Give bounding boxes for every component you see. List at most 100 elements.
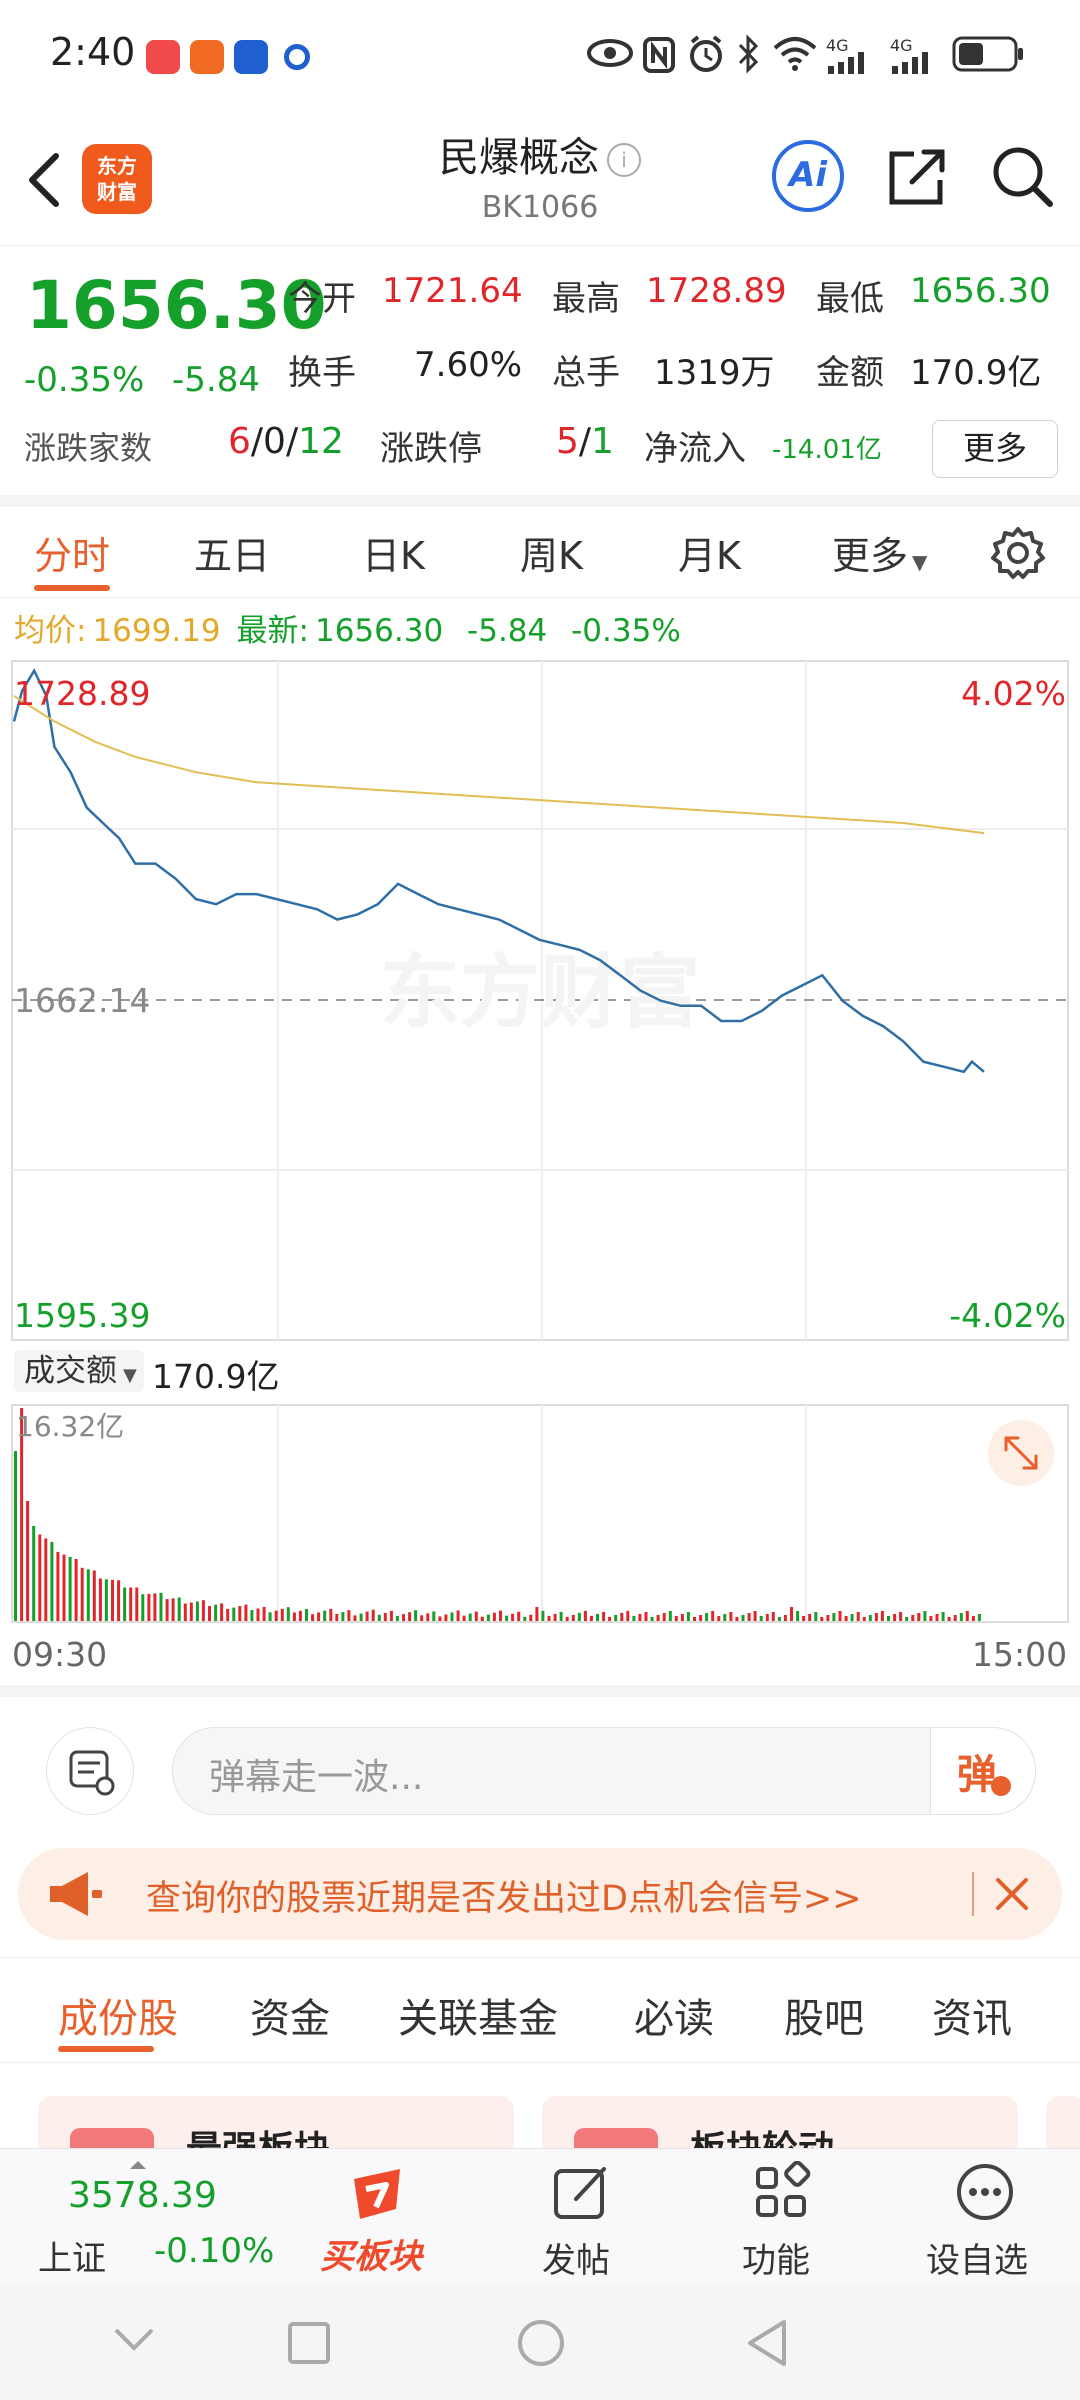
volume-bar [753,1611,757,1621]
buy-sector-button[interactable]: 买板块 [300,2149,460,2287]
app-logo[interactable]: 东方 财富 [82,144,152,214]
volume-bar [917,1613,921,1621]
more-quote-button[interactable]: 更多 [932,420,1058,478]
grid-apps-icon [756,2161,811,2217]
ai-assistant-button[interactable]: Ai [772,140,844,212]
network-type: 4G [826,36,849,55]
volume-bar [195,1601,199,1621]
volume-bar [80,1567,84,1621]
dropdown-arrow-icon: ▼ [912,550,928,574]
volume-bar [341,1612,345,1621]
tab-five-day[interactable]: 五日 [194,534,271,578]
volume-bar [971,1616,975,1621]
volume-bar [608,1616,612,1621]
tab-intraday[interactable]: 分时 [34,534,111,578]
alarm-icon [690,35,722,72]
volume-bar [905,1617,909,1621]
app-notification-icon [190,40,224,74]
volume-bar [244,1604,248,1621]
volume-bar [517,1611,521,1621]
tab-constituents[interactable]: 成份股 [58,1996,178,2042]
separator: / [285,421,299,462]
volume-bar [523,1616,527,1621]
tab-related-funds[interactable]: 关联基金 [398,1996,558,2042]
chevron-down-icon[interactable] [112,2324,156,2354]
volume-bar [693,1617,696,1621]
volume-metric-select[interactable]: 成交额 ▼ [14,1350,144,1392]
next-card[interactable] [1046,2096,1080,2156]
volume-bar [38,1534,42,1621]
limit-up-count: 5 [556,421,579,462]
index-value: 3578.39 [68,2175,217,2216]
volume-bar [298,1610,302,1621]
volume-bar [699,1615,703,1621]
volume-bar [553,1613,557,1621]
tab-monthly-k[interactable]: 月K [678,534,741,578]
post-button[interactable]: 发帖 [520,2149,640,2287]
net-inflow-value: -14.01亿 [772,435,882,465]
market-index-ticker[interactable]: 3578.39 上证 -0.10% [0,2149,274,2287]
tab-more[interactable]: 更多 ▼ [832,525,927,580]
share-icon[interactable] [884,144,950,210]
tab-daily-k[interactable]: 日K [362,534,425,578]
volume-bar [862,1617,866,1621]
promo-banner[interactable]: 查询你的股票近期是否发出过D点机会信号>> [18,1848,1062,1940]
volume-bar [208,1606,211,1621]
back-icon[interactable] [744,2318,790,2368]
close-icon[interactable] [988,1870,1036,1918]
tab-forum[interactable]: 股吧 [784,1996,864,2042]
volume-bar [274,1610,278,1621]
volume-bar [123,1587,127,1621]
tab-must-read[interactable]: 必读 [634,1996,714,2042]
y-axis-bottom-label: 1595.39 [14,1296,150,1335]
turnover-value: 7.60% [414,345,523,385]
wifi-icon [773,37,817,71]
functions-button[interactable]: 功能 [720,2149,840,2287]
latest-change-pct: -0.35% [571,613,681,649]
separator: / [578,421,592,462]
volume-bar [741,1615,745,1621]
volume-bar [935,1614,939,1621]
add-watchlist-button[interactable]: 设自选 [910,2149,1060,2287]
danmaku-settings-button[interactable] [46,1727,134,1815]
volume-bar [711,1611,715,1621]
danmaku-input[interactable]: 弹幕走一波... 弹 [172,1727,1036,1815]
tab-funds[interactable]: 资金 [250,1996,330,2042]
sector-rotation-card[interactable]: 板块轮动 [542,2096,1018,2170]
volume-bar [650,1617,654,1621]
danmaku-send-button[interactable]: 弹 [930,1728,1035,1814]
y-axis-bottom-pct: -4.02% [949,1296,1066,1335]
latest-value: 1656.30 [314,613,444,649]
volume-bar [790,1607,793,1621]
volume-bar [238,1606,242,1621]
recent-apps-icon[interactable] [286,2320,332,2366]
volume-bar [414,1610,418,1621]
intraday-chart[interactable]: 东方财富 1728.89 1662.14 1595.39 4.02% -4.02… [0,660,1080,1660]
expand-chart-button[interactable] [988,1420,1054,1486]
volume-bar [565,1616,569,1621]
tab-weekly-k[interactable]: 周K [520,534,583,578]
volume-bar [329,1608,333,1621]
volume-bar [371,1609,375,1621]
high-value: 1728.89 [646,271,787,311]
volume-bar [177,1597,181,1621]
chart-period-tabs: 分时 五日 日K 周K 月K 更多 ▼ [0,507,1080,598]
expand-icon [1004,1436,1038,1470]
settings-gear-icon[interactable] [990,525,1046,581]
check-icon [991,1776,1011,1796]
tab-news[interactable]: 资讯 [932,1996,1012,2042]
banner-text: 查询你的股票近期是否发出过D点机会信号>> [146,1879,862,1919]
strongest-sector-card[interactable]: 最强板块 [38,2096,514,2170]
back-arrow-icon[interactable] [22,150,68,210]
down-count: 12 [298,421,344,462]
volume-bar [462,1615,466,1621]
volume-bar [359,1613,363,1621]
home-icon[interactable] [516,2318,566,2368]
page-header: 东方 财富 民爆概念 i BK1066 Ai [0,110,1080,246]
info-icon[interactable]: i [607,143,641,177]
volume-bar [808,1614,812,1621]
volume-bar [620,1612,624,1621]
search-icon[interactable] [990,144,1056,210]
volume-bar [492,1612,496,1621]
danmaku-placeholder: 弹幕走一波... [209,1757,424,1798]
